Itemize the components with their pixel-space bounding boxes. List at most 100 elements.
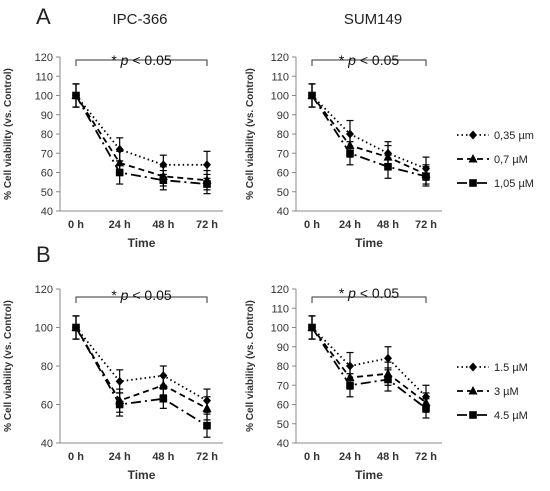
legend-b: 1.5 µM 3 µM 4.5 µM [457,362,528,422]
x-tick-label: 48 h [377,219,399,231]
chart-b-ipc366: 40 60 80 100 120 0 h 24 h 48 h 72 h Time % Cell vi… [3,284,223,482]
data-point [72,91,80,100]
significance-label: * p < 0.05 [111,52,172,68]
column-title-ipc366: IPC-366 [112,11,167,28]
y-tick-label: 80 [277,129,289,141]
legend-marker [469,362,477,372]
legend-marker [469,411,477,419]
y-tick-label: 40 [41,438,53,450]
x-tick-label: 48 h [377,451,399,463]
legends-group: 0,35 µm 0,7 µM 1,05 µM 1.5 µM 3 µM 4.5 µM [457,130,534,422]
data-point [159,176,168,184]
significance-bracket [75,59,208,66]
series-line [75,327,208,427]
y-tick-label: 40 [277,438,289,450]
x-tick-label: 48 h [152,451,174,463]
series-diamond [308,83,430,181]
significance-label: * p < 0.05 [339,285,400,301]
legend-label: 4.5 µM [494,410,528,422]
x-tick-label: 24 h [339,219,361,231]
data-point [115,168,124,177]
series-square [308,315,430,419]
data-point [203,160,211,170]
series-line [311,326,427,404]
data-point [422,172,430,181]
data-point [203,180,211,188]
series-diamond [308,315,430,409]
series-triangle [71,83,212,191]
y-tick-label: 110 [271,303,289,315]
chart-a-ipc366: 40 50 60 70 80 90 100 110 120 0 h 24 h 48 h 72 h Time… [3,52,223,250]
legend-a: 0,35 µm 0,7 µM 1,05 µM [457,130,534,190]
legend-label: 1,05 µM [494,178,534,190]
panel-label-b: B [36,242,51,267]
series-square [72,315,211,438]
x-tick-label: 24 h [339,451,361,463]
y-tick-label: 100 [35,323,53,335]
series-line [311,326,427,398]
data-point [72,323,80,332]
y-tick-label: 120 [35,284,53,296]
series-line [75,327,208,410]
y-tick-label: 40 [41,206,53,218]
series-triangle [307,315,431,413]
series-line [311,95,427,178]
data-point [115,400,124,409]
series-line [311,94,427,176]
significance-label: * p < 0.05 [111,287,172,303]
x-axis-title: Time [355,236,383,250]
legend-label: 0,35 µm [494,130,534,142]
panel-label-a: A [36,4,51,29]
data-point [115,376,124,386]
y-tick-label: 110 [271,71,289,83]
y-tick-label: 120 [35,52,53,64]
y-axis-title: % Cell viability (vs. Control) [3,68,14,200]
x-tick-label: 72 h [415,219,437,231]
data-point [384,162,392,171]
series-line [311,94,427,170]
y-tick-label: 90 [41,110,53,122]
y-axis-title: % Cell viability (vs. Control) [3,300,14,432]
y-tick-label: 60 [41,400,53,412]
y-tick-label: 110 [35,71,53,83]
data-point [159,394,168,403]
data-point [158,380,168,389]
y-axis-title: % Cell viability (vs. Control) [245,300,256,432]
y-tick-label: 80 [41,361,53,373]
series-line [311,327,427,410]
x-tick-label: 0 h [304,219,320,231]
data-point [308,91,316,100]
series-line [75,326,208,402]
x-tick-label: 0 h [68,451,84,463]
legend-label: 0,7 µM [494,154,528,166]
y-tick-label: 100 [271,323,289,335]
y-tick-label: 60 [277,400,289,412]
x-tick-label: 72 h [196,451,218,463]
x-tick-label: 48 h [152,219,174,231]
data-point [203,421,211,430]
x-axis-title: Time [128,236,156,250]
data-point [384,375,392,384]
column-title-sum149: SUM149 [344,11,402,28]
data-point [346,381,354,390]
y-tick-label: 70 [277,148,289,160]
y-tick-label: 80 [277,361,289,373]
data-point [202,403,212,412]
series-triangle [71,315,212,421]
data-point [422,404,430,413]
series-line [75,95,208,185]
y-tick-label: 100 [35,91,53,103]
x-tick-label: 0 h [304,451,320,463]
x-tick-label: 0 h [68,219,84,231]
y-tick-label: 40 [277,206,289,218]
y-tick-label: 70 [41,148,53,160]
legend-label: 3 µM [494,386,519,398]
series-triangle [307,83,431,185]
series-diamond [72,83,211,179]
series-square [72,83,211,195]
data-point [346,149,354,158]
x-axis-title: Time [355,468,383,482]
significance-bracket [311,296,427,303]
data-point [384,353,392,363]
